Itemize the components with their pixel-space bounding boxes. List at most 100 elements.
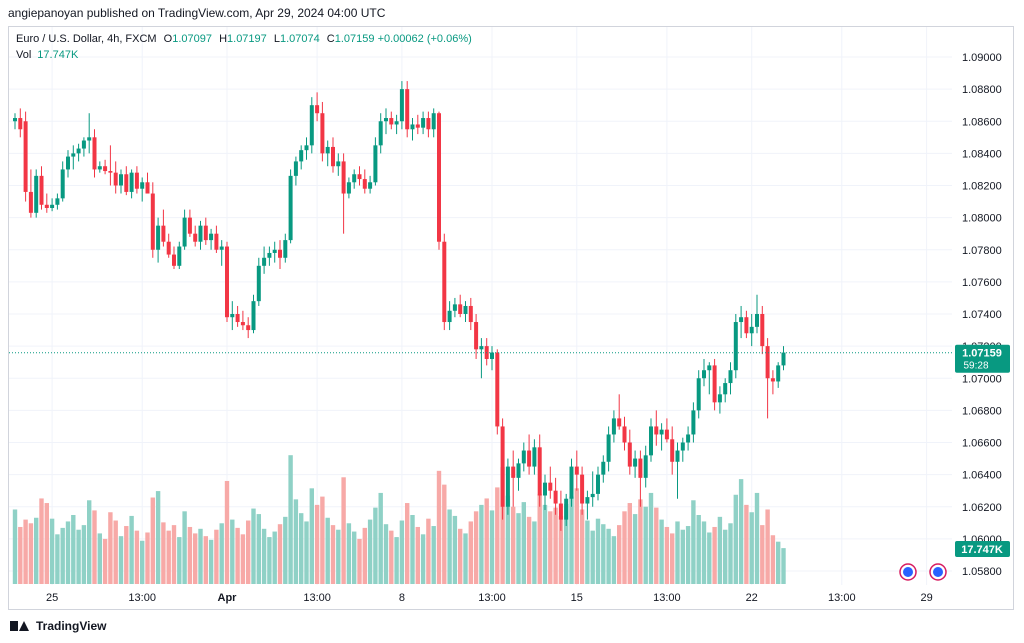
volume-bar [754,492,760,584]
candle-body [431,113,436,130]
time-tick-label: 13:00 [828,592,856,604]
volume-bar [171,525,177,584]
candle-body [166,241,171,255]
volume-bar [330,525,336,584]
volume-bar [760,525,765,584]
candle-body [723,383,728,395]
volume-bar [166,530,171,584]
volume-bar [405,503,410,584]
time-tick-label: 29 [920,592,932,604]
volume-bar [108,512,113,584]
candle-body [129,172,134,192]
candle-body [92,137,97,170]
candle-body [543,482,547,496]
candle-body [293,161,298,176]
candle-body [590,493,595,498]
volume-bar [309,488,314,584]
volume-bar [617,525,622,584]
volume-bar [521,502,526,584]
candle-body [108,171,113,173]
price-tick-label: 1.08800 [962,84,1002,96]
time-axis: 25 13:00 Apr 13:00 8 13:00 15 13:00 22 13:00 29 [46,592,933,604]
candle-body [28,191,33,213]
time-tick-label: 8 [399,592,405,604]
candle-body [437,113,441,242]
volume-bar [738,479,744,584]
volume-bar [415,526,420,584]
volume-bar [18,526,23,584]
volume-bar [744,504,749,584]
volume-bar [161,522,166,584]
volume-bar [102,538,108,584]
tradingview-logo[interactable]: TradingView [10,619,106,633]
candle-body [156,225,161,250]
volume-bar [585,520,590,584]
candle-body [495,352,500,427]
time-tick-label: 13:00 [653,592,681,604]
volume-bar [299,513,304,584]
volume-bar [378,492,383,584]
candle-body [627,442,632,467]
candle-body [659,429,664,435]
volume-bar [288,455,293,584]
volume-bar [632,514,638,584]
volume-bar [442,484,447,584]
volume-bar [325,517,330,584]
candle-body [770,378,775,382]
candle-body [357,174,362,180]
volume-bar [431,526,436,584]
candle-body [691,410,696,435]
volume-bar [256,514,261,584]
candle-body [601,461,606,475]
volume-bar [76,529,81,584]
candle-body [240,322,245,326]
volume-bar [728,523,733,584]
volume-bar [537,493,542,584]
candle-body [225,246,229,318]
price-tick-label: 1.08000 [962,213,1002,225]
time-tick-label: Apr [218,592,238,604]
candle-body [622,426,627,443]
volume-bar [654,507,659,584]
volume-bar [479,504,484,584]
candle-body [288,175,293,241]
candle-body [219,246,224,250]
candle-body [638,458,643,478]
volume-bar [622,511,627,584]
volume-bar [28,523,34,584]
volume-bar [272,531,277,584]
volume-bar [394,537,399,584]
volume-bar [659,519,664,584]
volume-bar [733,494,738,584]
volume-bar [670,533,675,584]
candle-body [34,175,39,213]
volume-bar [182,511,187,584]
volume-bar [341,477,346,584]
candle-body [267,252,272,258]
candle-body [765,346,770,379]
candle-body [352,174,357,183]
volume-bar [473,511,479,584]
volume-bar [304,521,309,584]
candle-body [346,182,351,194]
price-tick-label: 1.08600 [962,116,1002,128]
time-tick-label: 22 [746,592,758,604]
candle-body [71,153,76,157]
volume-bar [489,510,495,584]
close-value: 1.07159 [334,33,375,45]
volume-bar [611,536,617,584]
chart-frame [8,26,1014,610]
candle-body [463,305,468,314]
candle-body [193,233,198,242]
volume-bar [707,532,712,584]
volume-bar [267,537,272,584]
volume-bar [696,515,701,584]
candle-body [336,161,341,167]
volume-bar [500,467,505,584]
tradingview-logo-icon [10,619,30,633]
candle-body [394,121,399,125]
price-tick-label: 1.08200 [962,181,1002,193]
candle-body [474,322,479,350]
